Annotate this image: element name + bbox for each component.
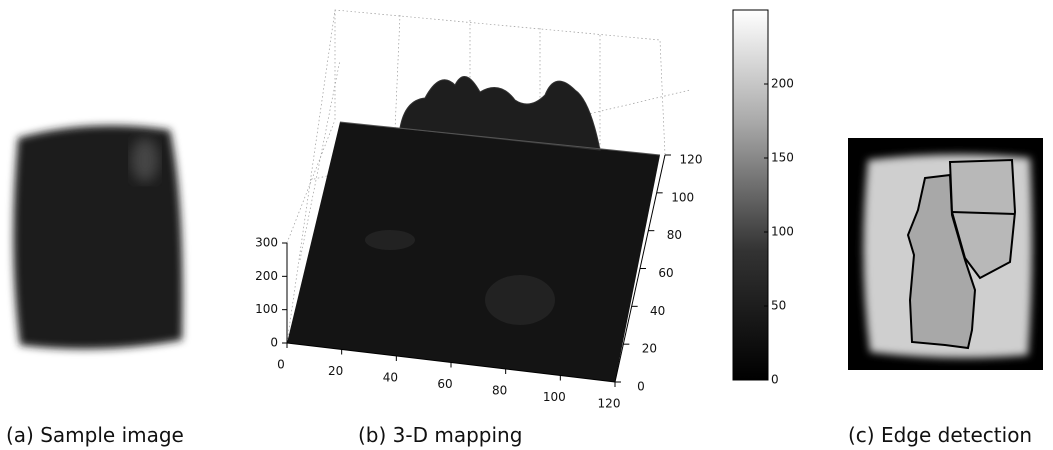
caption: (a) Sample image bbox=[6, 423, 184, 447]
tick-label: 40 bbox=[383, 371, 398, 385]
colorbar bbox=[732, 9, 769, 381]
tick-label: 50 bbox=[771, 299, 786, 313]
tick-label: 60 bbox=[658, 266, 673, 280]
caption: (c) Edge detection bbox=[848, 423, 1032, 447]
tick-label: 120 bbox=[680, 153, 703, 167]
tick-label: 40 bbox=[650, 304, 665, 318]
tick-label: 200 bbox=[771, 77, 794, 91]
tick-label: 0 bbox=[277, 358, 285, 372]
tick-label: 120 bbox=[598, 397, 621, 411]
caption: (b) 3-D mapping bbox=[358, 423, 522, 447]
tick-label: 0 bbox=[637, 380, 645, 394]
surface-peaks bbox=[399, 76, 601, 151]
tick-label: 0 bbox=[270, 336, 278, 350]
tick-label: 300 bbox=[255, 236, 278, 250]
edge-image bbox=[848, 138, 1043, 370]
tick-label: 20 bbox=[328, 364, 343, 378]
tick-label: 150 bbox=[771, 151, 794, 165]
tick-label: 80 bbox=[667, 228, 682, 242]
tick-label: 0 bbox=[771, 373, 779, 387]
surface-base bbox=[287, 122, 660, 382]
tick-label: 200 bbox=[255, 269, 278, 283]
tick-label: 20 bbox=[642, 342, 657, 356]
tick-label: 100 bbox=[543, 390, 566, 404]
tick-label: 80 bbox=[492, 384, 507, 398]
tick-label: 100 bbox=[255, 302, 278, 316]
plot-3d bbox=[286, 9, 691, 383]
tick-label: 100 bbox=[771, 225, 794, 239]
sample-image bbox=[13, 125, 183, 349]
tick-label: 100 bbox=[671, 190, 694, 204]
tick-label: 60 bbox=[437, 377, 452, 391]
